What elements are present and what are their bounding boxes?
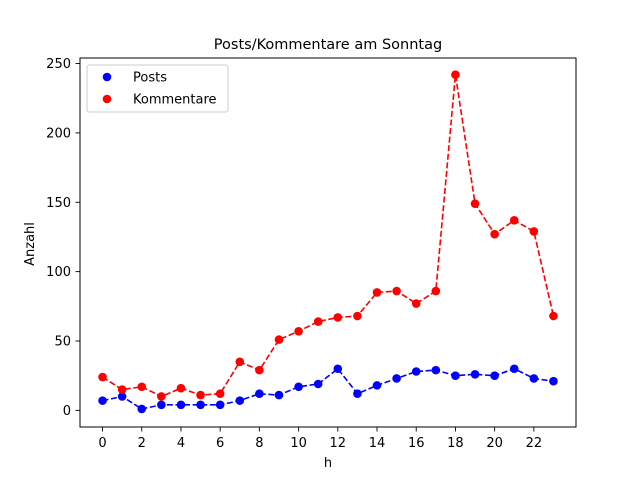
data-point-kommentare [235,357,245,367]
y-tick-label: 200 [46,127,71,142]
data-point-posts [333,364,343,374]
x-axis-label: h [324,456,332,471]
plot-area: 0 2 4 6 8 10 12 14 16 18 20 22 0 50 100 150 200 250 Posts K… [46,57,577,451]
data-point-kommentare [117,385,127,394]
data-point-kommentare [509,216,519,225]
data-point-kommentare [411,299,421,308]
data-point-posts [509,364,519,374]
x-tick-label: 18 [447,436,464,451]
data-point-posts [215,400,225,410]
x-tick-label: 10 [290,436,307,451]
data-point-posts [176,400,186,410]
chart-title: Posts/Kommentare am Sonntag [214,37,442,53]
y-tick-label: 150 [46,196,71,211]
x-tick-label: 12 [330,436,347,451]
legend-box [86,64,229,113]
legend-marker-posts [102,72,112,82]
data-point-kommentare [470,199,480,208]
x-tick-label: 2 [138,436,146,451]
legend-label-posts: Posts [133,71,167,86]
x-tick-label: 0 [98,436,106,451]
data-point-posts [431,365,441,375]
data-point-kommentare [431,286,441,296]
legend-marker-kommentare [102,94,112,104]
data-point-kommentare [98,372,107,382]
y-tick-label: 50 [54,335,71,350]
data-point-kommentare [255,365,264,375]
y-tick-label: 100 [46,265,71,280]
axes-frame [79,57,577,428]
data-point-posts [392,374,401,383]
data-point-posts [235,396,245,405]
data-point-kommentare [176,383,186,393]
data-point-kommentare [392,286,401,296]
data-point-posts [372,381,382,390]
x-tick-label: 22 [526,436,543,451]
data-point-kommentare [157,392,166,401]
data-point-kommentare [529,227,539,236]
data-point-posts [490,371,499,380]
data-point-posts [451,371,460,380]
data-point-kommentare [333,313,343,322]
data-point-kommentare [137,382,147,392]
data-point-kommentare [313,317,323,326]
data-point-kommentare [196,390,205,400]
data-point-posts [470,369,480,379]
legend-label-kommentare: Kommentare [133,93,217,108]
y-axis-label: Anzahl [23,222,38,266]
y-tick-label: 0 [63,404,71,419]
data-point-posts [137,404,147,414]
data-point-kommentare [274,335,284,344]
x-tick-label: 20 [486,436,503,451]
x-tick-label: 14 [369,436,386,451]
data-point-kommentare [451,70,460,79]
data-point-kommentare [294,326,303,336]
y-tick-label: 250 [46,57,71,72]
data-point-posts [411,367,421,376]
data-point-kommentare [549,311,558,321]
data-point-posts [529,374,539,383]
data-point-kommentare [372,288,382,297]
data-point-posts [255,389,264,399]
x-tick-label: 8 [255,436,263,451]
data-point-posts [196,400,205,410]
x-tick-label: 16 [408,436,425,451]
data-point-kommentare [215,389,225,399]
x-tick-label: 4 [177,436,185,451]
data-point-posts [313,379,323,389]
data-point-posts [549,376,558,386]
data-point-kommentare [353,311,362,321]
data-point-posts [117,392,127,401]
data-point-posts [274,390,284,400]
data-point-posts [294,382,303,392]
data-point-posts [157,400,166,410]
data-point-kommentare [490,229,499,239]
data-point-posts [98,396,107,405]
x-tick-label: 6 [216,436,224,451]
data-point-posts [353,389,362,399]
